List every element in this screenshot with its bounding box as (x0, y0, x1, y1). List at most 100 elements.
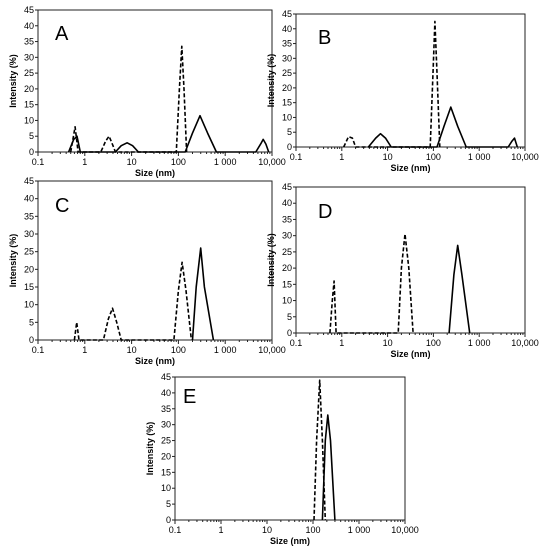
series-line-solid (191, 247, 215, 341)
panel-c: 0 5 10 15 20 25 30 35 40 45 0.1 1 10 100 1 000 10,000 Si… (8, 176, 286, 366)
plot-frame (295, 186, 526, 334)
x-tick-label: 1 000 (214, 345, 237, 355)
series-line-dashed (342, 20, 441, 148)
y-tick-label: 15 (282, 279, 292, 289)
x-axis-title: Size (nm) (135, 168, 175, 178)
y-axis-title: Intensity (%) (145, 422, 155, 476)
series-line-solid (367, 106, 519, 148)
x-tick-label: 10 (127, 345, 137, 355)
y-tick-label: 45 (161, 372, 171, 382)
series-line-dashed (313, 379, 327, 521)
y-tick-label: 45 (282, 182, 292, 192)
x-tick-label: 1 (218, 525, 223, 535)
y-tick-label: 35 (24, 37, 34, 47)
y-tick-label: 20 (282, 83, 292, 93)
y-axis-title: Intensity (%) (266, 54, 276, 108)
x-tick-label: 100 (426, 338, 441, 348)
y-tick-label: 30 (24, 229, 34, 239)
x-tick-label: 1 (339, 152, 344, 162)
x-axis-title: Size (nm) (390, 163, 430, 173)
y-tick-label: 10 (161, 483, 171, 493)
panel-letter: D (318, 201, 332, 223)
series-line-dashed (329, 233, 414, 334)
y-tick-label: 0 (287, 142, 292, 152)
y-tick-label: 15 (24, 100, 34, 110)
y-tick-label: 10 (24, 300, 34, 310)
y-tick-label: 5 (287, 312, 292, 322)
x-tick-label: 10,000 (258, 345, 286, 355)
plot-frame (295, 13, 526, 148)
y-axis-title: Intensity (%) (8, 234, 18, 288)
y-tick-label: 5 (287, 127, 292, 137)
y-tick-label: 20 (24, 264, 34, 274)
y-tick-label: 10 (282, 112, 292, 122)
y-tick-label: 25 (282, 247, 292, 257)
x-tick-label: 10 (383, 338, 393, 348)
x-tick-label: 100 (171, 157, 186, 167)
y-tick-label: 5 (166, 499, 171, 509)
x-tick-label: 0.1 (290, 338, 303, 348)
x-axis-title: Size (nm) (270, 536, 310, 546)
y-tick-label: 25 (161, 436, 171, 446)
x-tick-label: 0.1 (32, 345, 45, 355)
y-tick-label: 0 (166, 515, 171, 525)
x-axis-title: Size (nm) (135, 356, 175, 366)
y-tick-label: 35 (282, 39, 292, 49)
y-tick-label: 10 (282, 296, 292, 306)
y-tick-label: 45 (24, 5, 34, 15)
y-tick-label: 0 (287, 328, 292, 338)
x-tick-label: 1 000 (214, 157, 237, 167)
y-tick-label: 40 (24, 21, 34, 31)
y-tick-label: 30 (282, 231, 292, 241)
panel-letter: E (183, 386, 196, 408)
x-tick-label: 100 (171, 345, 186, 355)
y-tick-label: 5 (29, 317, 34, 327)
x-tick-label: 10 (383, 152, 393, 162)
y-tick-label: 25 (282, 68, 292, 78)
x-tick-label: 1 (339, 338, 344, 348)
x-tick-label: 10 (127, 157, 137, 167)
series-line-solid (321, 414, 336, 521)
x-tick-label: 0.1 (32, 157, 45, 167)
plot-frame (37, 9, 273, 153)
panel-d: 0 5 10 15 20 25 30 35 40 45 0.1 1 10 100 1 000 10,000 Si… (266, 182, 539, 359)
plot-frame (37, 180, 273, 341)
x-tick-label: 0.1 (290, 152, 303, 162)
y-tick-label: 15 (24, 282, 34, 292)
y-tick-label: 15 (282, 98, 292, 108)
y-axis-title: Intensity (%) (8, 54, 18, 108)
y-tick-label: 35 (282, 214, 292, 224)
y-tick-label: 5 (29, 131, 34, 141)
y-tick-label: 35 (161, 404, 171, 414)
y-tick-label: 40 (161, 388, 171, 398)
x-tick-label: 100 (426, 152, 441, 162)
y-tick-label: 40 (282, 198, 292, 208)
panel-e: 0 5 10 15 20 25 30 35 40 45 0.1 1 10 100 1 000 10,000 Si… (145, 372, 419, 546)
y-tick-label: 25 (24, 247, 34, 257)
y-axis-title: Intensity (%) (266, 233, 276, 287)
series-line-solid (448, 244, 471, 334)
panel-letter: C (55, 195, 69, 217)
y-tick-label: 40 (282, 24, 292, 34)
series-line-dashed (69, 45, 188, 153)
x-tick-label: 1 000 (468, 152, 491, 162)
x-tick-label: 0.1 (169, 525, 182, 535)
x-tick-label: 10 (262, 525, 272, 535)
series-line-dashed (73, 261, 193, 341)
y-tick-label: 10 (24, 115, 34, 125)
y-tick-label: 30 (24, 52, 34, 62)
y-tick-label: 35 (24, 211, 34, 221)
y-tick-label: 15 (161, 467, 171, 477)
y-tick-label: 30 (161, 420, 171, 430)
y-tick-label: 0 (29, 147, 34, 157)
x-tick-label: 10,000 (511, 338, 539, 348)
y-tick-label: 40 (24, 194, 34, 204)
y-tick-label: 30 (282, 53, 292, 63)
x-tick-label: 10,000 (258, 157, 286, 167)
panel-letter: B (318, 27, 331, 49)
x-tick-label: 1 (82, 157, 87, 167)
x-tick-label: 1 000 (348, 525, 371, 535)
plot-frame (174, 376, 406, 521)
y-tick-label: 20 (161, 451, 171, 461)
